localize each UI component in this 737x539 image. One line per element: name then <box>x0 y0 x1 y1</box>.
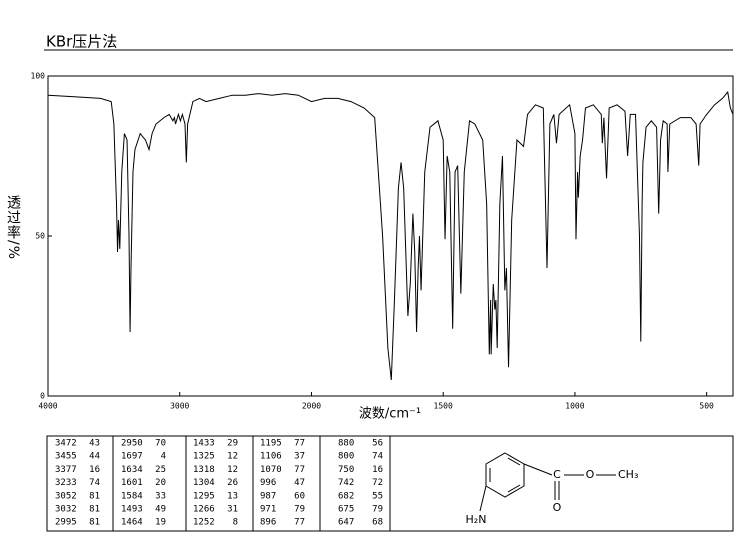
peak-wavenumber: 1195 <box>260 439 282 449</box>
y-tick-label: 50 <box>35 232 45 241</box>
peak-wavenumber: 1318 <box>193 465 215 475</box>
structure-bonds <box>479 452 616 512</box>
y-axis-label: 透过率/% <box>5 195 21 261</box>
peak-wavenumber: 3052 <box>55 491 77 501</box>
peak-transmittance: 81 <box>89 505 100 515</box>
peak-wavenumber: 682 <box>338 491 354 501</box>
peak-transmittance: 16 <box>89 465 100 475</box>
atom-label: O <box>553 501 562 514</box>
peak-wavenumber: 2995 <box>55 518 77 528</box>
peak-transmittance: 31 <box>227 505 238 515</box>
peak-wavenumber: 742 <box>338 478 354 488</box>
peak-wavenumber: 1266 <box>193 505 215 515</box>
peak-transmittance: 4 <box>161 452 166 462</box>
peak-wavenumber: 1697 <box>121 452 143 462</box>
peak-wavenumber: 1070 <box>260 465 282 475</box>
peak-transmittance: 44 <box>89 452 100 462</box>
peak-transmittance: 25 <box>155 465 166 475</box>
peak-transmittance: 47 <box>294 478 305 488</box>
peak-wavenumber: 1601 <box>121 478 143 488</box>
peak-transmittance: 20 <box>155 478 166 488</box>
peak-wavenumber: 880 <box>338 439 354 449</box>
peak-wavenumber: 1106 <box>260 452 282 462</box>
peak-transmittance: 68 <box>372 518 383 528</box>
peak-transmittance: 77 <box>294 439 305 449</box>
x-tick-label: 500 <box>699 402 714 411</box>
peak-transmittance: 8 <box>233 518 238 528</box>
peak-transmittance: 19 <box>155 518 166 528</box>
atom-label: H₂N <box>466 513 487 526</box>
x-tick-label: 1000 <box>565 402 584 411</box>
peak-transmittance: 12 <box>227 452 238 462</box>
plot-frame <box>47 75 734 397</box>
peak-wavenumber: 3455 <box>55 452 77 462</box>
peak-transmittance: 72 <box>372 478 383 488</box>
atom-label: C <box>553 468 561 481</box>
x-tick-label: 2000 <box>302 402 321 411</box>
x-tick-label: 1500 <box>434 402 453 411</box>
peak-wavenumber: 1295 <box>193 491 215 501</box>
peak-transmittance: 12 <box>227 465 238 475</box>
peak-wavenumber: 896 <box>260 518 276 528</box>
peak-wavenumber: 3377 <box>55 465 77 475</box>
peak-transmittance: 79 <box>294 505 305 515</box>
peak-wavenumber: 3472 <box>55 439 77 449</box>
peak-transmittance: 74 <box>372 452 383 462</box>
peak-transmittance: 13 <box>227 491 238 501</box>
x-tick-label: 4000 <box>38 402 57 411</box>
peak-transmittance: 37 <box>294 452 305 462</box>
peak-transmittance: 77 <box>294 518 305 528</box>
peak-transmittance: 70 <box>155 439 166 449</box>
peak-wavenumber: 3032 <box>55 505 77 515</box>
peak-transmittance: 43 <box>89 439 100 449</box>
peak-wavenumber: 1325 <box>193 452 215 462</box>
peak-wavenumber: 3233 <box>55 478 77 488</box>
y-tick-label: 0 <box>40 392 45 401</box>
peak-wavenumber: 675 <box>338 505 354 515</box>
x-axis-label: 波数/cm⁻¹ <box>359 407 421 422</box>
peak-transmittance: 74 <box>89 478 100 488</box>
peak-transmittance: 56 <box>372 439 383 449</box>
peak-wavenumber: 996 <box>260 478 276 488</box>
peak-wavenumber: 1464 <box>121 518 143 528</box>
peak-transmittance: 49 <box>155 505 166 515</box>
peak-wavenumber: 1433 <box>193 439 215 449</box>
peak-wavenumber: 1634 <box>121 465 143 475</box>
peak-wavenumber: 2950 <box>121 439 143 449</box>
peak-wavenumber: 1584 <box>121 491 143 501</box>
peak-wavenumber: 987 <box>260 491 276 501</box>
peak-transmittance: 77 <box>294 465 305 475</box>
peak-transmittance: 26 <box>227 478 238 488</box>
peak-transmittance: 81 <box>89 491 100 501</box>
y-tick-label: 100 <box>31 72 46 81</box>
peak-transmittance: 29 <box>227 439 238 449</box>
spectrum-line <box>47 90 734 381</box>
peak-transmittance: 55 <box>372 491 383 501</box>
peak-wavenumber: 1252 <box>193 518 215 528</box>
peak-transmittance: 60 <box>294 491 305 501</box>
peak-transmittance: 33 <box>155 491 166 501</box>
peak-wavenumber: 971 <box>260 505 276 515</box>
atom-label: O <box>586 468 595 481</box>
peak-wavenumber: 1493 <box>121 505 143 515</box>
peak-wavenumber: 647 <box>338 518 354 528</box>
peak-wavenumber: 750 <box>338 465 354 475</box>
peak-transmittance: 16 <box>372 465 383 475</box>
peak-wavenumber: 800 <box>338 452 354 462</box>
peak-transmittance: 79 <box>372 505 383 515</box>
chart-title: KBr压片法 <box>46 33 117 51</box>
peak-transmittance: 81 <box>89 518 100 528</box>
table-dividers <box>112 436 391 531</box>
atom-label: CH₃ <box>618 468 638 481</box>
peak-wavenumber: 1304 <box>193 478 215 488</box>
x-tick-label: 3000 <box>170 402 189 411</box>
